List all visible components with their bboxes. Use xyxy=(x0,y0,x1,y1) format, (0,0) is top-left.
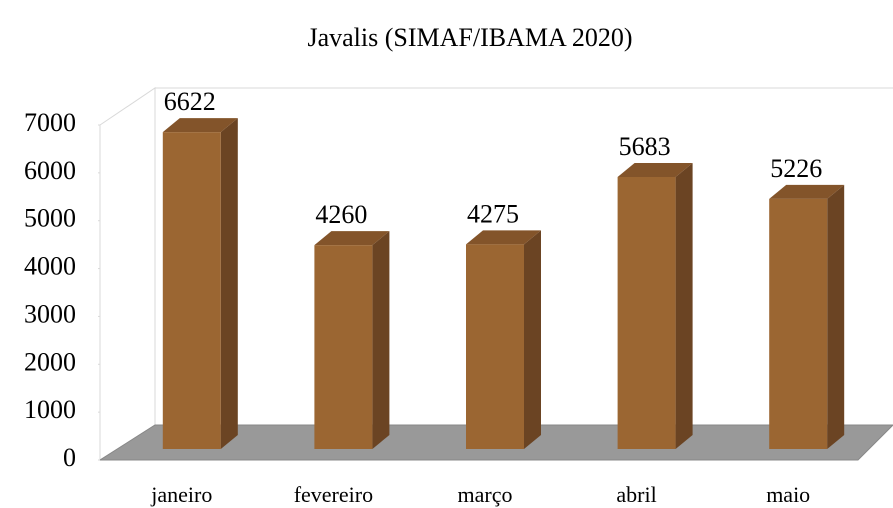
bar-top xyxy=(162,118,238,133)
bar-top xyxy=(466,230,541,245)
y-tick-label: 3000 xyxy=(24,299,76,328)
bar xyxy=(769,184,845,450)
bar-side xyxy=(372,231,390,449)
bar-side xyxy=(827,184,845,450)
bar-front xyxy=(314,245,373,449)
bar-front xyxy=(466,244,524,449)
bar xyxy=(162,118,238,449)
bar-side xyxy=(675,163,693,449)
x-tick-label: março xyxy=(458,482,513,507)
x-tick-label: janeiro xyxy=(150,482,212,507)
bar-front xyxy=(769,198,828,449)
bar xyxy=(617,163,693,449)
y-tick-label: 7000 xyxy=(24,108,76,137)
left-wall xyxy=(99,87,156,461)
back-wall xyxy=(154,87,893,425)
y-tick-label: 5000 xyxy=(24,204,76,233)
x-tick-label: maio xyxy=(766,482,810,507)
y-tick-label: 0 xyxy=(63,443,76,472)
bar-top xyxy=(769,184,845,199)
chart-title: Javalis (SIMAF/IBAMA 2020) xyxy=(307,23,632,52)
x-tick-label: abril xyxy=(616,482,656,507)
bar-front xyxy=(617,177,676,449)
bar-side xyxy=(524,230,541,449)
bar-side xyxy=(220,118,238,449)
bar-front xyxy=(162,132,221,449)
bar xyxy=(314,231,390,449)
y-tick-label: 2000 xyxy=(24,347,76,376)
y-tick-label: 1000 xyxy=(24,395,76,424)
y-tick-label: 4000 xyxy=(24,252,76,281)
data-label: 4275 xyxy=(467,199,519,228)
data-label: 4260 xyxy=(315,200,367,229)
x-tick-label: fevereiro xyxy=(294,482,373,507)
data-label: 5683 xyxy=(619,132,671,161)
y-tick-label: 6000 xyxy=(24,156,76,185)
data-label: 6622 xyxy=(164,87,216,116)
bar xyxy=(466,230,541,449)
data-label: 5226 xyxy=(770,154,822,183)
bar-top xyxy=(314,231,390,246)
bar-top xyxy=(617,163,693,178)
